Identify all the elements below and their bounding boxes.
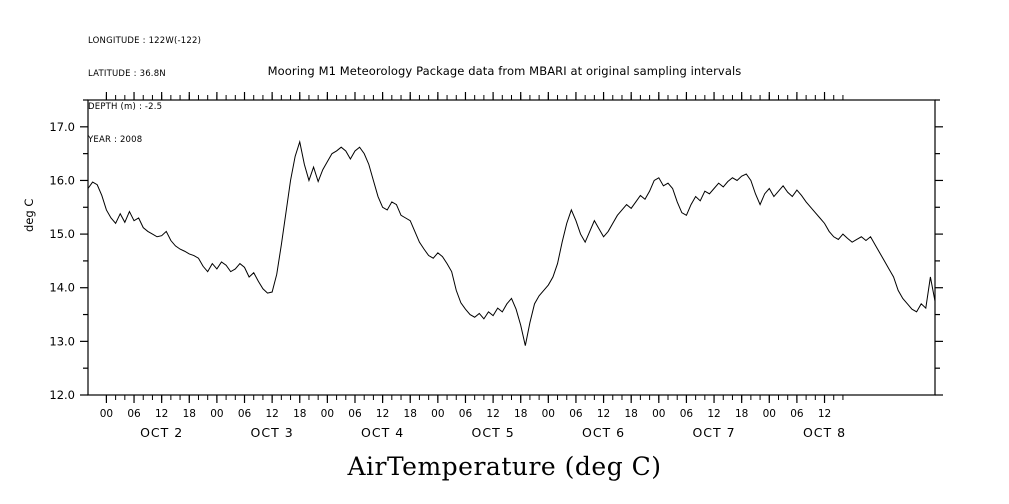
- svg-text:12: 12: [155, 408, 168, 420]
- svg-text:18: 18: [293, 408, 306, 420]
- svg-text:OCT 6: OCT 6: [582, 425, 625, 440]
- svg-text:12: 12: [707, 408, 720, 420]
- svg-text:06: 06: [790, 408, 804, 420]
- svg-text:18: 18: [735, 408, 748, 420]
- x-axis-tick-labels: 00 06 12 18 00 06 12 18 00 06 12 18 00 06 12 18 00 06 12 18…: [100, 408, 831, 420]
- svg-text:00: 00: [100, 408, 113, 420]
- svg-text:00: 00: [542, 408, 555, 420]
- svg-text:OCT 4: OCT 4: [361, 425, 404, 440]
- svg-text:16.0: 16.0: [49, 173, 75, 187]
- y-axis-tick-labels: 12.0 13.0 14.0 15.0 16.0 17.0: [49, 120, 75, 402]
- metadata-year: YEAR : 2008: [88, 135, 143, 145]
- y-axis-ticks: [80, 99, 943, 396]
- svg-text:00: 00: [321, 408, 334, 420]
- svg-text:00: 00: [431, 408, 444, 420]
- svg-text:OCT 7: OCT 7: [692, 425, 735, 440]
- svg-text:12: 12: [818, 408, 831, 420]
- x-axis-ticks: [105, 92, 844, 403]
- svg-text:06: 06: [348, 408, 362, 420]
- svg-text:06: 06: [680, 408, 694, 420]
- svg-text:12: 12: [486, 408, 499, 420]
- svg-text:12.0: 12.0: [49, 388, 75, 402]
- svg-text:12: 12: [265, 408, 278, 420]
- svg-text:OCT 2: OCT 2: [140, 425, 183, 440]
- svg-text:18: 18: [404, 408, 417, 420]
- metadata-depth: DEPTH (m) : -2.5: [88, 102, 163, 112]
- metadata-block: LONGITUDE : 122W(-122) LATITUDE : 36.8N …: [88, 14, 201, 168]
- svg-text:18: 18: [624, 408, 637, 420]
- svg-text:00: 00: [763, 408, 776, 420]
- svg-text:06: 06: [459, 408, 473, 420]
- x-axis-day-labels: OCT 2 OCT 3 OCT 4 OCT 5 OCT 6 OCT 7 OCT 8: [140, 425, 846, 440]
- metadata-latitude: LATITUDE : 36.8N: [88, 69, 166, 79]
- svg-text:13.0: 13.0: [49, 334, 75, 348]
- svg-text:OCT 5: OCT 5: [472, 425, 515, 440]
- svg-text:18: 18: [183, 408, 196, 420]
- svg-text:14.0: 14.0: [49, 281, 75, 295]
- air-temperature-line: [87, 139, 936, 346]
- metadata-longitude: LONGITUDE : 122W(-122): [88, 36, 202, 46]
- svg-text:OCT 8: OCT 8: [803, 425, 846, 440]
- svg-text:06: 06: [238, 408, 252, 420]
- svg-text:18: 18: [514, 408, 527, 420]
- chart-title: Mooring M1 Meteorology Package data from…: [267, 64, 742, 78]
- svg-text:06: 06: [127, 408, 141, 420]
- svg-text:12: 12: [376, 408, 389, 420]
- svg-text:00: 00: [652, 408, 665, 420]
- bottom-title: AirTemperature (deg C): [347, 452, 662, 481]
- svg-text:17.0: 17.0: [49, 120, 75, 134]
- svg-text:12: 12: [597, 408, 610, 420]
- svg-text:OCT 3: OCT 3: [251, 425, 294, 440]
- svg-text:06: 06: [569, 408, 583, 420]
- plot-frame: [87, 99, 936, 396]
- svg-text:00: 00: [210, 408, 223, 420]
- svg-text:15.0: 15.0: [49, 227, 75, 241]
